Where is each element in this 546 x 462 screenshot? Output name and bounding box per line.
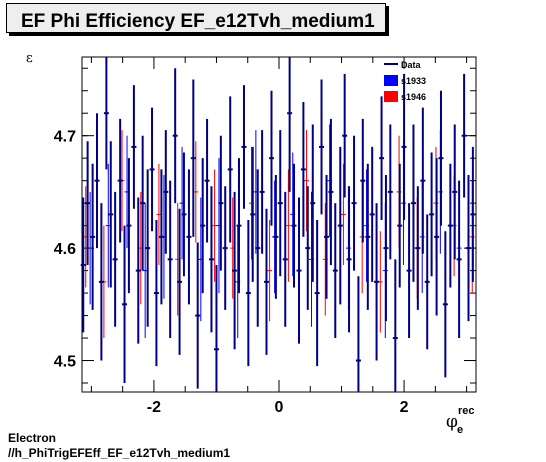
legend-entry-label: Data [401,60,422,70]
y-axis-label: ε [26,51,33,66]
x-axis-label-superscript: rec [458,405,475,417]
chart-title: EF Phi Efficiency EF_e12Tvh_medium1 [21,11,375,32]
legend-entry-label: s1946 [401,92,426,102]
y-tick-label: 4.7 [54,129,76,146]
x-axis-label: φ [446,412,458,432]
x-tick-label: -2 [147,399,161,416]
legend-swatch-box [384,91,398,102]
y-tick-label: 4.5 [54,354,76,371]
legend-swatch-box [384,75,398,86]
legend-entry-label: s1933 [401,76,426,86]
x-axis-label-subscript: e [457,424,463,436]
chart-title-box: EF Phi Efficiency EF_e12Tvh_medium1 [6,3,386,33]
x-tick-label: 0 [275,399,284,416]
footer-label-histogram-path: //h_PhiTrigEFEff_EF_e12Tvh_medium1 [8,446,231,460]
footer-label-particle: Electron [8,431,57,445]
x-tick-label: 2 [400,399,409,416]
y-tick-label: 4.6 [54,241,76,258]
